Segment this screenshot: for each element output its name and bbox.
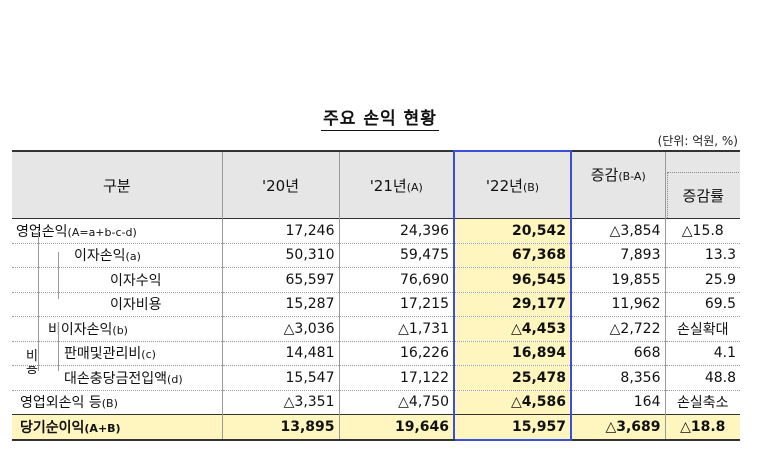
cell-2022: △4,586 — [453, 390, 572, 415]
cell-rate: 25.9 — [664, 267, 740, 293]
cell-2021: 24,396 — [338, 218, 454, 244]
cell-2022: 16,894 — [453, 341, 572, 366]
cell-change: △2,722 — [570, 316, 665, 342]
cell-2022: 25,478 — [453, 365, 572, 391]
cell-2020: 65,597 — [221, 267, 339, 293]
header-2021: '21년(A) — [338, 151, 454, 219]
cell-change: △3,689 — [570, 414, 665, 441]
cell-2020: 14,481 — [221, 341, 339, 366]
cell-2021: 59,475 — [338, 243, 454, 268]
cell-2021: 17,122 — [338, 365, 454, 391]
row-label: 이자손익(a) — [12, 243, 222, 268]
cell-2021: △4,750 — [338, 390, 454, 415]
header-rate: 증감률 — [664, 151, 740, 219]
row-label: 영업외손익 등(B) — [12, 390, 222, 415]
cell-2021: △1,731 — [338, 316, 454, 342]
row-label: 비 판매및관리비(c) — [12, 341, 222, 366]
cell-2021: 17,215 — [338, 292, 454, 317]
cell-change: 19,855 — [570, 267, 665, 293]
cell-rate: 손실축소 — [664, 390, 740, 415]
cell-rate: △18.8 — [664, 414, 740, 441]
header-category: 구분 — [12, 151, 222, 219]
table-title: 주요 손익 현황 — [321, 109, 439, 131]
cell-2021: 16,226 — [338, 341, 454, 366]
cell-2020: 50,310 — [221, 243, 339, 268]
cell-change: 668 — [570, 341, 665, 366]
row-label: 이자수익 — [12, 267, 222, 293]
header-change: 증감(B-A) — [570, 151, 665, 219]
indent-line-cost — [58, 322, 59, 371]
table-row: 용 대손충당금전입액(d) 15,547 17,122 25,478 8,356… — [12, 365, 740, 391]
cell-2022: 96,545 — [453, 267, 572, 293]
cell-rate: 69.5 — [664, 292, 740, 317]
cell-2021: 19,646 — [338, 414, 454, 441]
cell-2020: △3,036 — [221, 316, 339, 342]
cell-2022: 15,957 — [453, 414, 572, 441]
header-row: 구분 '20년 '21년(A) '22년(B) 증감(B-A) 증감률 — [12, 150, 740, 219]
indent-line-inner — [58, 252, 59, 299]
row-label: 영업손익(A=a+b-c-d) — [12, 218, 222, 244]
table-row: 영업손익(A=a+b-c-d) 17,246 24,396 20,542 △3,… — [12, 218, 740, 244]
cell-change: 7,893 — [570, 243, 665, 268]
cell-2020: △3,351 — [221, 390, 339, 415]
cell-2020: 13,895 — [221, 414, 339, 441]
table-row: 이자수익 65,597 76,690 96,545 19,855 25.9 — [12, 267, 740, 293]
cell-2022: 67,368 — [453, 243, 572, 268]
cell-change: 164 — [570, 390, 665, 415]
cell-rate: △15.8 — [664, 218, 740, 244]
side-label-yong: 용 — [26, 365, 38, 378]
cell-2020: 15,287 — [221, 292, 339, 317]
cell-2022: 29,177 — [453, 292, 572, 317]
header-2022: '22년(B) — [453, 150, 572, 219]
table-row: 이자비용 15,287 17,215 29,177 11,962 69.5 — [12, 292, 740, 317]
table-row: 비이자손익(b) △3,036 △1,731 △4,453 △2,722 손실확… — [12, 316, 740, 342]
cell-2022: △4,453 — [453, 316, 572, 342]
row-label: 비이자손익(b) — [12, 316, 222, 342]
cell-change: 8,356 — [570, 365, 665, 391]
cell-change: 11,962 — [570, 292, 665, 317]
row-label: 이자비용 — [12, 292, 222, 317]
cell-2022: 20,542 — [453, 218, 572, 244]
cell-rate: 손실확대 — [664, 316, 740, 342]
table-row: 이자손익(a) 50,310 59,475 67,368 7,893 13.3 — [12, 243, 740, 268]
row-label: 용 대손충당금전입액(d) — [12, 365, 222, 391]
profit-loss-table: 구분 '20년 '21년(A) '22년(B) 증감(B-A) 증감률 영업손익… — [12, 150, 740, 441]
cell-2021: 76,690 — [338, 267, 454, 293]
cell-change: △3,854 — [570, 218, 665, 244]
table-row-total: 당기순이익(A+B) 13,895 19,646 15,957 △3,689 △… — [12, 414, 740, 441]
cell-rate: 48.8 — [664, 365, 740, 391]
cell-2020: 17,246 — [221, 218, 339, 244]
table-row: 비 판매및관리비(c) 14,481 16,226 16,894 668 4.1 — [12, 341, 740, 366]
header-2020: '20년 — [221, 151, 339, 219]
cell-2020: 15,547 — [221, 365, 339, 391]
table-row: 영업외손익 등(B) △3,351 △4,750 △4,586 164 손실축소 — [12, 390, 740, 415]
indent-line-outer — [38, 229, 39, 371]
cell-rate: 4.1 — [664, 341, 740, 366]
side-label-bi: 비 — [26, 348, 38, 364]
row-label: 당기순이익(A+B) — [12, 414, 222, 441]
cell-rate: 13.3 — [664, 243, 740, 268]
unit-note: (단위: 억원, %) — [657, 134, 738, 148]
